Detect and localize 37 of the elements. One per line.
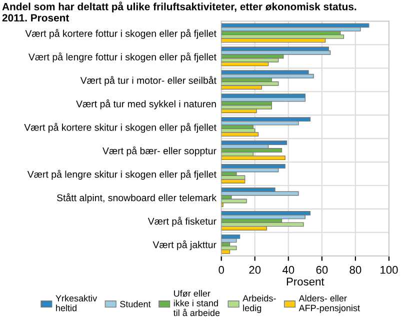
chart-title: Andel som har deltatt på ulike friluftsaktiviteter, etter økonomisk status. 2011. Prosent	[2, 2, 356, 22]
legend-label: Arbeids- ledig	[242, 294, 276, 314]
bar	[221, 23, 370, 28]
legend-label: Ufør eller ikke i stand til å arbeide	[173, 290, 220, 316]
x-tick-label: 60	[316, 266, 328, 274]
y-tick-label: Vært på kortere skitur i skogen eller på fjellet	[24, 122, 216, 133]
bar	[221, 164, 286, 168]
x-axis-title: Prosent	[286, 278, 324, 286]
bar	[221, 238, 237, 243]
bar	[221, 191, 299, 196]
y-tick-label: Vært på lengre fottur i skogen eller på fjellet	[28, 52, 216, 62]
x-tick-label: 100	[380, 266, 398, 274]
bar	[221, 222, 304, 227]
x-tick-label: 0	[218, 266, 224, 274]
bar	[221, 94, 306, 98]
bar	[221, 148, 282, 153]
x-tick-label: 40	[282, 266, 294, 274]
bar	[221, 132, 259, 137]
y-tick-label: Vært på fisketur	[148, 216, 216, 227]
legend-label: Student	[120, 300, 151, 308]
bar	[221, 117, 311, 122]
y-tick-label: Vært på kortere fottur i skogen eller på fjellet	[25, 29, 216, 39]
y-tick-label: Vært på bær- eller sopptur	[102, 146, 216, 156]
legend-label: Alders- eller AFP-pensjonist	[298, 294, 360, 314]
x-tick-label: 80	[350, 266, 362, 274]
x-tick-label: 20	[249, 266, 261, 274]
y-tick-label: Vært på lengre skitur i skogen eller på fjellet	[27, 170, 216, 180]
bar	[221, 179, 246, 184]
y-tick-label: Vært på jakttur	[152, 240, 216, 250]
bar	[221, 140, 288, 146]
y-tick-label: Vært på tur med sykkel i naturen	[76, 99, 216, 110]
bar	[221, 156, 286, 160]
legend-label: Yrkesaktiv heltid	[56, 294, 98, 312]
bar	[221, 46, 329, 52]
y-tick-label: Vært på tur i motor- eller seilbåt	[80, 76, 216, 86]
y-tick-label: Stått alpint, snowboard eller telemark	[56, 193, 217, 204]
bar	[221, 246, 237, 250]
